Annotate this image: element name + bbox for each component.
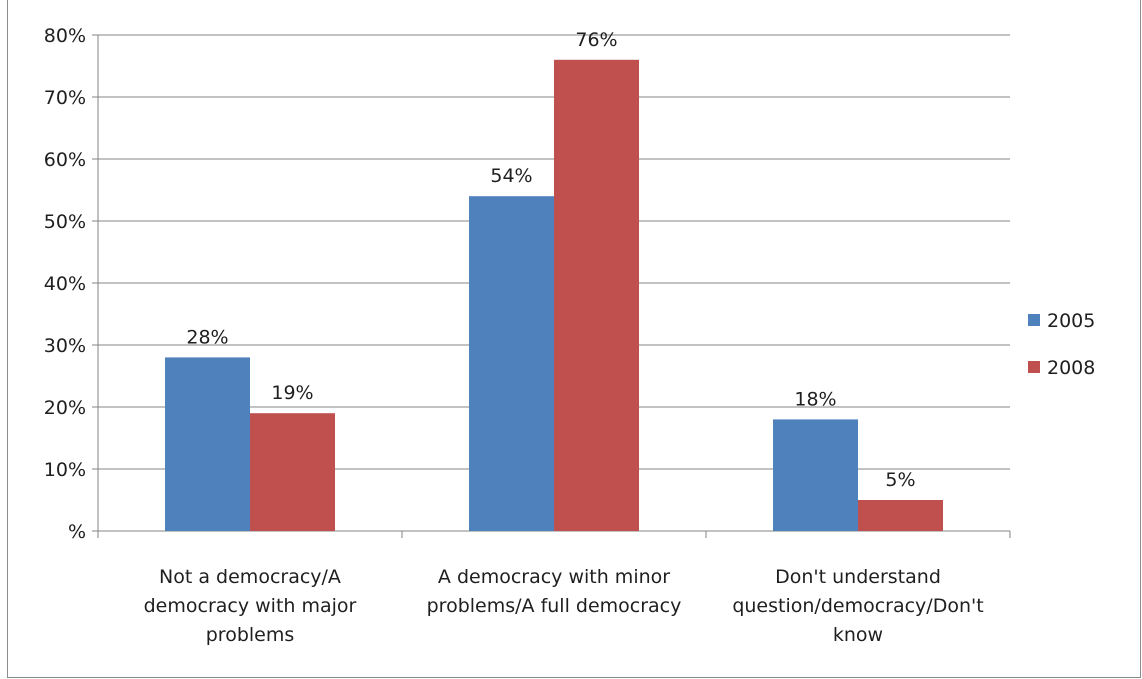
category-label-0-line-1: democracy with major: [144, 595, 357, 617]
data-label-2005-cat-0: 28%: [186, 326, 228, 348]
data-label-2008-cat-2: 5%: [885, 469, 915, 491]
legend-swatch-2008: [1028, 361, 1040, 373]
data-label-2008-cat-0: 19%: [271, 382, 313, 404]
bar-2008-cat-2: [858, 500, 943, 531]
category-label-1-line-0: A democracy with minor: [438, 566, 670, 588]
category-label-0-line-0: Not a democracy/A: [159, 566, 341, 588]
data-label-2005-cat-1: 54%: [490, 165, 532, 187]
bar-2008-cat-0: [250, 413, 335, 531]
y-tick-label-30: 30%: [44, 335, 86, 357]
y-tick-label-10: 10%: [44, 459, 86, 481]
bar-2005-cat-2: [773, 419, 858, 531]
data-label-2008-cat-1: 76%: [575, 29, 617, 51]
data-label-2005-cat-2: 18%: [794, 388, 836, 410]
y-tick-label-40: 40%: [44, 273, 86, 295]
y-tick-label-80: 80%: [44, 25, 86, 47]
legend-label-2005: 2005: [1047, 310, 1095, 332]
category-label-0-line-2: problems: [206, 624, 295, 646]
category-label-2-line-1: question/democracy/Don't: [732, 595, 983, 617]
y-tick-label-60: 60%: [44, 149, 86, 171]
y-tick-label-50: 50%: [44, 211, 86, 233]
y-tick-label-20: 20%: [44, 397, 86, 419]
bar-2005-cat-0: [165, 357, 250, 531]
category-label-2-line-2: know: [833, 624, 883, 646]
legend-swatch-2005: [1028, 314, 1040, 326]
y-tick-label-70: 70%: [44, 87, 86, 109]
bar-2008-cat-1: [554, 59, 639, 532]
category-label-1-line-1: problems/A full democracy: [427, 595, 682, 617]
y-tick-label-0: %: [68, 521, 86, 543]
legend-label-2008: 2008: [1047, 357, 1095, 379]
bar-2005-cat-1: [469, 196, 554, 531]
category-label-2-line-0: Don't understand: [775, 566, 941, 588]
